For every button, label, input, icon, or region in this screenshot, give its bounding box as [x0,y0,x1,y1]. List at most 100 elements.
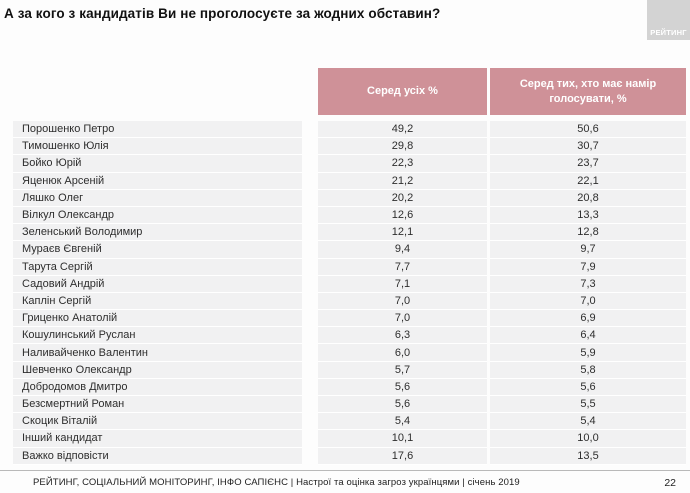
value-among-voters: 7,3 [490,275,686,293]
value-among-voters: 6,4 [490,327,686,345]
value-among-all: 21,2 [318,172,487,190]
column-gap [302,448,318,465]
value-among-voters: 10,0 [490,430,686,448]
candidate-name: Каплін Сергій [13,292,302,311]
value-among-all: 29,8 [318,138,487,156]
page-number: 22 [664,477,676,489]
candidate-name: Бойко Юрій [13,155,302,173]
candidate-name: Ляшко Олег [13,189,302,207]
column-gap [302,310,318,327]
table-row: Порошенко Петро 49,2 50,6 [13,121,686,139]
value-among-all: 12,1 [318,224,487,242]
candidate-name: Тарута Сергій [13,258,302,276]
value-among-all: 6,0 [318,344,487,362]
column-gap [302,207,318,224]
column-gap [302,224,318,241]
table-row: Яценюк Арсеній 21,2 22,1 [13,172,686,190]
column-gap [302,327,318,344]
value-among-voters: 7,0 [490,292,686,311]
column-gap [302,138,318,155]
candidate-name: Яценюк Арсеній [13,172,302,190]
column-gap [302,379,318,396]
candidate-name: Мураєв Євгеній [13,241,302,259]
table-row: Ляшко Олег 20,2 20,8 [13,189,686,207]
candidate-name: Садовий Андрій [13,275,302,293]
value-among-all: 7,0 [318,292,487,311]
table-row: Важко відповісти 17,6 13,5 [13,447,686,465]
column-gap [302,173,318,190]
column-gap [302,430,318,447]
value-among-all: 5,6 [318,378,487,396]
value-among-voters: 5,4 [490,413,686,431]
value-among-all: 49,2 [318,121,487,139]
value-among-all: 9,4 [318,241,487,259]
rating-logo-text: РЕЙТИНГ [650,28,687,37]
table-row: Шевченко Олександр 5,7 5,8 [13,361,686,379]
column-gap [302,121,318,138]
candidate-name: Вілкул Олександр [13,206,302,225]
column-gap [302,190,318,207]
value-among-voters: 23,7 [490,155,686,173]
value-among-all: 7,1 [318,275,487,293]
candidate-name: Тимошенко Юлія [13,138,302,156]
value-among-voters: 13,5 [490,447,686,465]
table-row: Кошулинський Руслан 6,3 6,4 [13,327,686,345]
column-gap [302,276,318,293]
value-among-voters: 5,5 [490,396,686,414]
candidate-name: Наливайченко Валентин [13,344,302,362]
value-among-voters: 5,6 [490,378,686,396]
table-row: Інший кандидат 10,1 10,0 [13,430,686,448]
table-row: Скоцик Віталій 5,4 5,4 [13,413,686,431]
column-gap [302,413,318,430]
value-among-voters: 13,3 [490,206,686,225]
value-among-voters: 7,9 [490,258,686,276]
table-row: Добродомов Дмитро 5,6 5,6 [13,378,686,396]
table-row: Садовий Андрій 7,1 7,3 [13,275,686,293]
rating-logo: РЕЙТИНГ [647,0,690,40]
column-gap [302,68,318,115]
table-row: Гриценко Анатолій 7,0 6,9 [13,310,686,328]
table-row: Тарута Сергій 7,7 7,9 [13,258,686,276]
candidate-name: Важко відповісти [13,447,302,465]
candidate-name: Зеленський Володимир [13,224,302,242]
value-among-all: 7,7 [318,258,487,276]
value-among-all: 7,0 [318,310,487,328]
candidate-name: Безсмертний Роман [13,396,302,414]
value-among-all: 5,6 [318,396,487,414]
table-row: Вілкул Олександр 12,6 13,3 [13,206,686,225]
candidate-name: Інший кандидат [13,430,302,448]
value-among-voters: 9,7 [490,241,686,259]
page-title: А за кого з кандидатів Ви не проголосуєт… [4,6,441,21]
value-among-voters: 20,8 [490,189,686,207]
footer-source: РЕЙТИНГ, СОЦІАЛЬНИЙ МОНІТОРИНГ, ІНФО САП… [33,477,520,488]
value-among-all: 22,3 [318,155,487,173]
value-among-all: 5,4 [318,413,487,431]
results-table: Серед усіх % Серед тих, хто має намір го… [13,68,686,465]
candidate-name: Порошенко Петро [13,121,302,139]
value-among-all: 5,7 [318,361,487,379]
value-among-all: 17,6 [318,447,487,465]
footer: РЕЙТИНГ, СОЦІАЛЬНИЙ МОНІТОРИНГ, ІНФО САП… [0,470,690,493]
column-gap [302,293,318,310]
table-header-row: Серед усіх % Серед тих, хто має намір го… [13,68,686,115]
column-header-voters: Серед тих, хто має намір голосувати, % [490,68,686,115]
column-gap [302,396,318,413]
table-row: Тимошенко Юлія 29,8 30,7 [13,138,686,156]
candidate-name: Шевченко Олександр [13,361,302,379]
table-row: Безсмертний Роман 5,6 5,5 [13,396,686,414]
table-row: Каплін Сергій 7,0 7,0 [13,292,686,311]
value-among-all: 6,3 [318,327,487,345]
value-among-voters: 6,9 [490,310,686,328]
value-among-all: 12,6 [318,206,487,225]
column-gap [302,362,318,379]
value-among-voters: 5,9 [490,344,686,362]
value-among-all: 10,1 [318,430,487,448]
column-header-all: Серед усіх % [318,68,487,115]
value-among-voters: 30,7 [490,138,686,156]
table-row: Бойко Юрій 22,3 23,7 [13,155,686,173]
value-among-voters: 22,1 [490,172,686,190]
table-row: Наливайченко Валентин 6,0 5,9 [13,344,686,362]
value-among-voters: 12,8 [490,224,686,242]
column-gap [302,344,318,361]
